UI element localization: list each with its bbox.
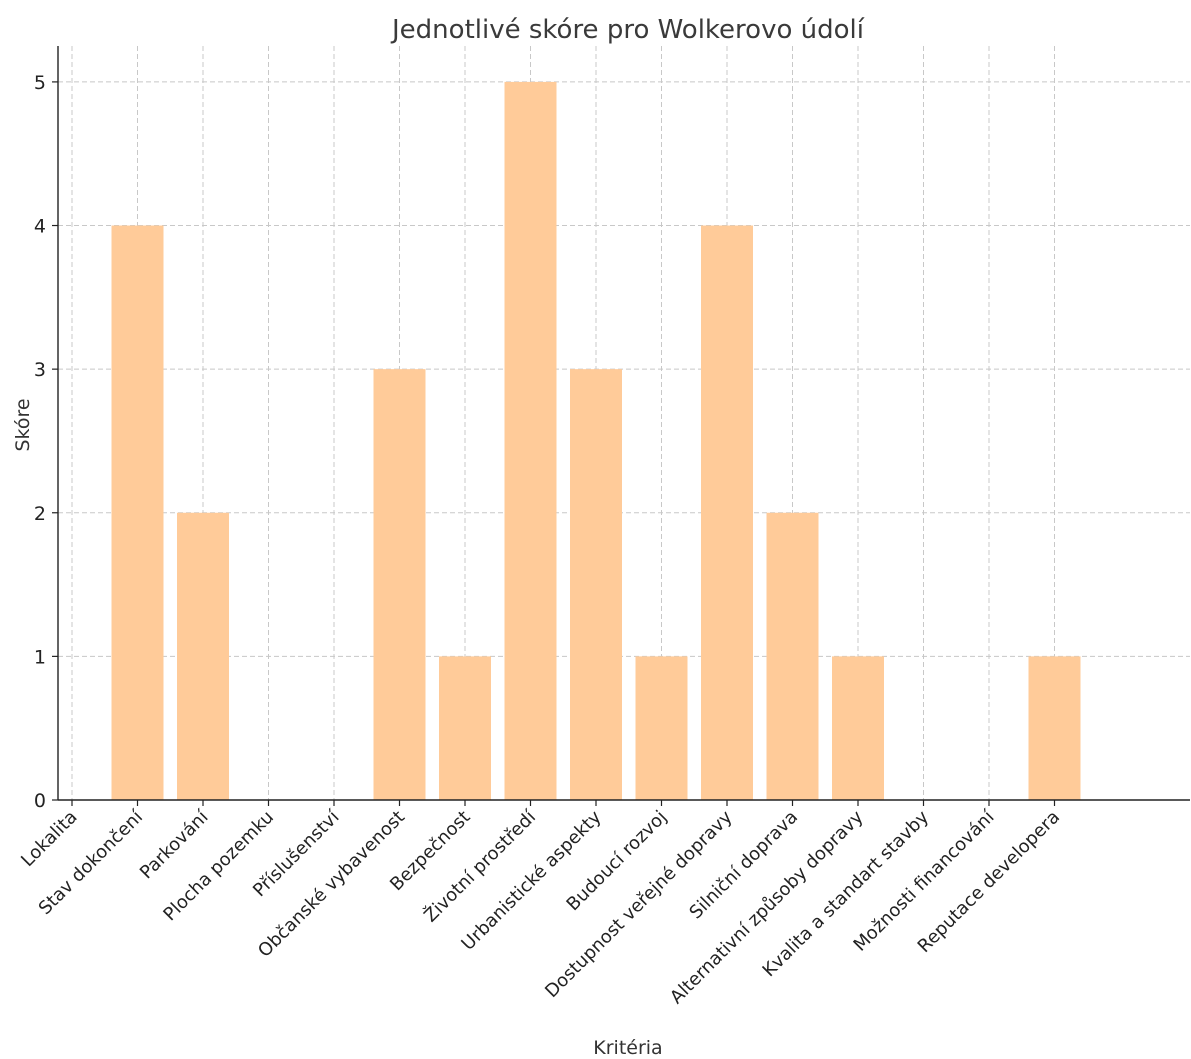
bar [766, 512, 819, 800]
bar [701, 225, 753, 800]
bar [635, 656, 688, 800]
x-tick-label: Životní prostředí [419, 805, 540, 926]
bar [373, 369, 426, 800]
bar [1028, 656, 1081, 800]
y-tick-label: 3 [34, 359, 46, 381]
bar [832, 656, 884, 800]
y-tick-label: 2 [34, 503, 46, 525]
y-axis-label: Skóre [12, 398, 34, 451]
bar [504, 81, 557, 800]
bars [111, 81, 1081, 800]
y-tick-label: 1 [34, 646, 46, 668]
y-tick-label: 0 [34, 790, 46, 812]
axes [57, 46, 1190, 801]
x-axis-label: Kritéria [593, 1037, 662, 1059]
x-tick-label: Plocha pozemku [159, 807, 278, 926]
y-tick-label: 5 [34, 72, 46, 94]
bar [439, 656, 491, 800]
bar [111, 225, 164, 800]
chart-title: Jednotlivé skóre pro Wolkerovo údolí [390, 15, 865, 45]
x-tick-label: Lokalita [17, 807, 81, 871]
bar [570, 369, 622, 800]
bar [177, 512, 229, 800]
y-tick-label: 4 [34, 216, 46, 238]
